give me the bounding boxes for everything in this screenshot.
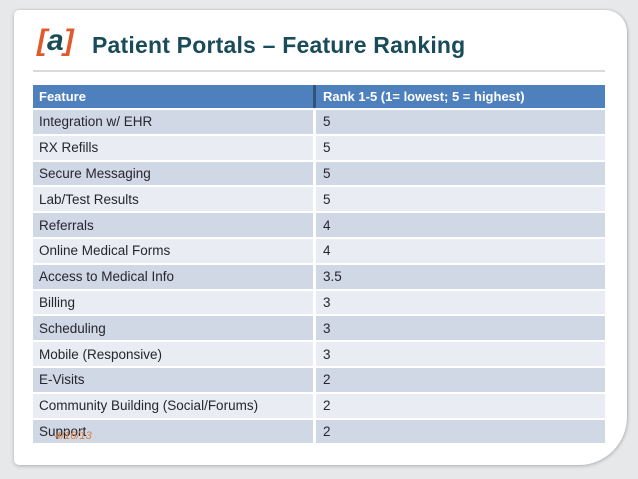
row-column-divider [313,393,316,418]
feature-cell: Billing [33,290,313,315]
feature-cell: Access to Medical Info [33,264,313,289]
table-row: Access to Medical Info 3.5 [33,264,605,289]
table-body: Integration w/ EHR 5 RX Refills 5 Secure… [33,110,605,444]
feature-cell: Support [33,419,313,444]
table-row: Secure Messaging 5 [33,161,605,186]
feature-cell: Lab/Test Results [33,187,313,212]
logo-letter: a [47,24,64,57]
table-row: Lab/Test Results 5 [33,187,605,212]
slide-date: 4/16/13 [55,430,92,442]
table-row: Community Building (Social/Forums) 2 [33,393,605,418]
feature-cell: Scheduling [33,316,313,341]
rank-cell: 5 [316,187,605,212]
feature-cell: Integration w/ EHR [33,110,313,134]
table-row: RX Refills 5 [33,135,605,160]
row-column-divider [313,110,316,134]
rank-cell: 3.5 [316,264,605,289]
rank-cell: 2 [316,393,605,418]
table-row: Support 2 [33,419,605,444]
row-column-divider [313,161,316,186]
rank-cell: 5 [316,161,605,186]
feature-cell: Referrals [33,213,313,237]
row-column-divider [313,187,316,212]
rank-cell: 3 [316,290,605,315]
row-column-divider [313,367,316,392]
row-column-divider [313,419,316,444]
rank-cell: 5 [316,110,605,134]
presentation-slide: [a] Patient Portals – Feature Ranking Fe… [14,10,627,465]
row-column-divider [313,316,316,341]
feature-cell: Online Medical Forms [33,238,313,263]
table-row: Mobile (Responsive) 3 [33,342,605,366]
table-row: Integration w/ EHR 5 [33,110,605,134]
rank-cell: 2 [316,367,605,392]
table-row: Online Medical Forms 4 [33,238,605,263]
rank-cell: 4 [316,213,605,237]
rank-cell: 2 [316,419,605,444]
header-column-divider [313,85,316,108]
table-header-row: Feature Rank 1-5 (1= lowest; 5 = highest… [33,85,605,108]
feature-cell: RX Refills [33,135,313,160]
brand-logo: [a] [37,24,74,58]
feature-cell: Mobile (Responsive) [33,342,313,366]
table-row: Billing 3 [33,290,605,315]
row-column-divider [313,264,316,289]
logo-left-bracket: [ [37,24,47,57]
feature-ranking-table: Feature Rank 1-5 (1= lowest; 5 = highest… [33,85,605,445]
row-column-divider [313,213,316,237]
row-column-divider [313,238,316,263]
table-row: Scheduling 3 [33,316,605,341]
rank-cell: 4 [316,238,605,263]
row-column-divider [313,290,316,315]
feature-cell: Secure Messaging [33,161,313,186]
column-header-feature: Feature [33,85,313,108]
slide-title: Patient Portals – Feature Ranking [92,32,466,58]
column-header-rank: Rank 1-5 (1= lowest; 5 = highest) [316,85,605,108]
rank-cell: 3 [316,342,605,366]
table-row: Referrals 4 [33,213,605,237]
table-row: E-Visits 2 [33,367,605,392]
logo-right-bracket: ] [63,24,74,57]
rank-cell: 3 [316,316,605,341]
row-column-divider [313,135,316,160]
feature-cell: Community Building (Social/Forums) [33,393,313,418]
title-divider-line [33,70,605,72]
feature-cell: E-Visits [33,367,313,392]
row-column-divider [313,342,316,366]
rank-cell: 5 [316,135,605,160]
